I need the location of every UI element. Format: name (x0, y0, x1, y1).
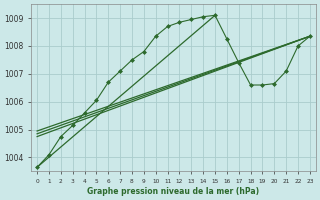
X-axis label: Graphe pression niveau de la mer (hPa): Graphe pression niveau de la mer (hPa) (87, 187, 260, 196)
